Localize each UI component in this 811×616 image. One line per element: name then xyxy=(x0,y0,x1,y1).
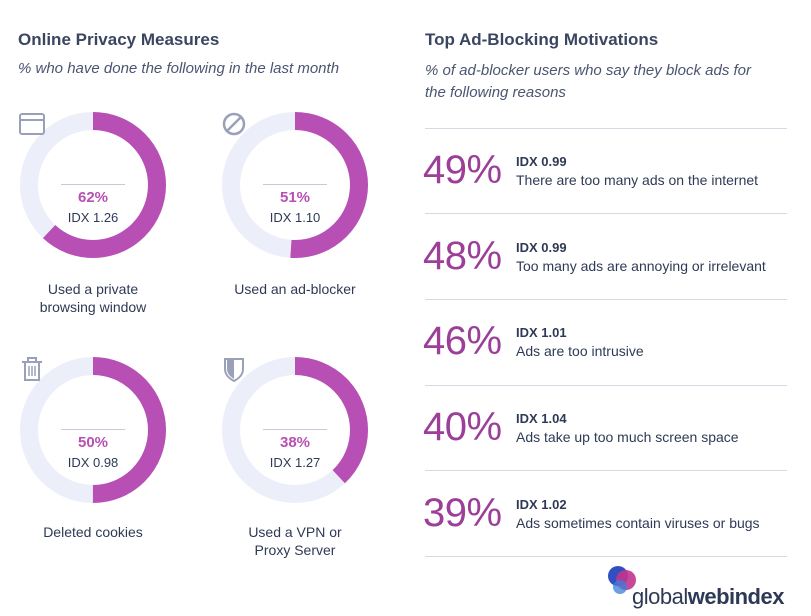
logo-text-plain: global xyxy=(632,584,688,609)
row-divider xyxy=(425,128,787,129)
donut-arc xyxy=(222,112,368,258)
donut-private-browsing: 62% IDX 1.26 xyxy=(18,110,168,260)
block-icon xyxy=(222,112,246,136)
donut-percent: 62% xyxy=(77,189,109,206)
motivation-reason: Ads sometimes contain viruses or bugs xyxy=(516,515,760,531)
donut-arc xyxy=(222,357,368,503)
motivation-percent: 49% xyxy=(423,148,502,192)
trash-icon xyxy=(22,357,42,381)
right-subtitle: % of ad-blocker users who say they block… xyxy=(425,62,751,101)
caption-line: Deleted cookies xyxy=(43,524,143,540)
donut-ring xyxy=(222,112,368,258)
donut-caption: Used a private browsing window xyxy=(0,280,193,316)
donut-ring xyxy=(222,357,368,503)
donut-arc xyxy=(20,357,166,503)
motivation-reason: There are too many ads on the internet xyxy=(516,172,759,188)
donut-ad-blocker: 51% IDX 1.10 xyxy=(220,110,370,260)
right-title: Top Ad-Blocking Motivations xyxy=(425,30,659,49)
motivation-idx: IDX 0.99 xyxy=(516,154,567,169)
caption-line: Used an ad-blocker xyxy=(234,281,356,297)
row-divider xyxy=(425,470,787,471)
motivation-percent: 48% xyxy=(423,234,502,278)
donut-percent: 51% xyxy=(279,189,311,206)
donut-ring xyxy=(20,357,166,503)
logo-wordmark: globalwebindex xyxy=(632,584,784,610)
caption-line: Used a VPN or xyxy=(248,524,342,540)
donut-idx: IDX 0.98 xyxy=(67,455,119,470)
donut-idx: IDX 1.27 xyxy=(269,455,321,470)
donut-divider xyxy=(263,184,327,185)
donut-idx: IDX 1.10 xyxy=(269,210,321,225)
motivation-percent: 39% xyxy=(423,491,502,535)
row-divider xyxy=(425,299,787,300)
shield-icon xyxy=(224,358,244,383)
logo-text-bold: webindex xyxy=(687,584,785,609)
motivation-reason: Ads take up too much screen space xyxy=(516,429,739,445)
motivation-idx: IDX 1.02 xyxy=(516,497,567,512)
row-divider xyxy=(425,556,787,557)
motivation-reason: Ads are too intrusive xyxy=(516,343,644,359)
donut-divider xyxy=(263,429,327,430)
motivation-reason: Too many ads are annoying or irrelevant xyxy=(516,258,766,274)
donut-divider xyxy=(61,184,125,185)
donut-percent: 50% xyxy=(77,434,109,451)
caption-line: Used a private xyxy=(47,281,139,297)
donut-caption: Used a VPN or Proxy Server xyxy=(195,523,395,559)
left-title: Online Privacy Measures xyxy=(18,30,220,49)
left-subtitle: % who have done the following in the las… xyxy=(18,60,340,77)
motivation-idx: IDX 1.04 xyxy=(516,411,567,426)
donut-vpn: 38% IDX 1.27 xyxy=(220,355,370,505)
motivation-percent: 46% xyxy=(423,319,502,363)
globalwebindex-logo: globalwebindex xyxy=(605,563,811,616)
donut-caption: Used an ad-blocker xyxy=(195,280,395,298)
caption-line: Proxy Server xyxy=(254,542,336,558)
motivation-idx: IDX 1.01 xyxy=(516,325,567,340)
row-divider xyxy=(425,385,787,386)
row-divider xyxy=(425,213,787,214)
motivation-idx: IDX 0.99 xyxy=(516,240,567,255)
donut-arc xyxy=(20,112,166,258)
logo-mark-icon xyxy=(608,566,636,594)
donut-caption: Deleted cookies xyxy=(0,523,193,541)
donut-idx: IDX 1.26 xyxy=(67,210,119,225)
caption-line: browsing window xyxy=(39,299,147,315)
donut-divider xyxy=(61,429,125,430)
donut-percent: 38% xyxy=(279,434,311,451)
donut-ring xyxy=(20,112,166,258)
motivation-percent: 40% xyxy=(423,405,502,449)
browser-window-icon xyxy=(19,113,45,135)
donut-deleted-cookies: 50% IDX 0.98 xyxy=(18,355,168,505)
